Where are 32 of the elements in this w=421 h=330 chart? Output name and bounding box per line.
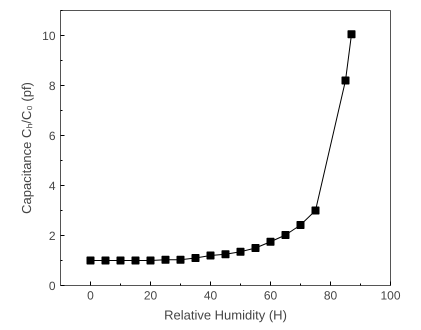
point xyxy=(132,256,140,264)
point xyxy=(192,254,200,262)
x-tick-label: 20 xyxy=(144,288,158,302)
point xyxy=(222,250,230,258)
y-tick-label: 6 xyxy=(48,129,56,143)
point xyxy=(162,256,170,264)
x-tick-label: 0 xyxy=(87,288,94,302)
x-tick-label: 40 xyxy=(204,288,218,302)
point xyxy=(342,76,350,84)
y-tick-label: 4 xyxy=(48,179,56,193)
point xyxy=(282,231,290,239)
x-axis-title: Relative Humidity (H) xyxy=(164,308,287,322)
point xyxy=(236,248,244,256)
point xyxy=(176,256,184,264)
x-tick-label: 60 xyxy=(264,288,278,302)
point xyxy=(102,256,110,264)
point xyxy=(116,256,124,264)
y-tick-label: 10 xyxy=(42,29,56,43)
point xyxy=(206,252,214,260)
point xyxy=(252,244,260,252)
y-tick-label: 0 xyxy=(48,279,56,293)
y-tick-label: 8 xyxy=(48,79,56,93)
y-axis-title: Capacitance Cₕ/C₀ (pf) xyxy=(19,82,34,214)
y-tick-label: 2 xyxy=(48,229,56,243)
point xyxy=(86,256,94,264)
point xyxy=(266,238,274,246)
point xyxy=(296,221,304,229)
point xyxy=(312,206,320,214)
point xyxy=(146,256,154,264)
x-tick-label: 100 xyxy=(380,288,401,302)
x-tick-label: 80 xyxy=(324,288,338,302)
point xyxy=(348,30,356,38)
